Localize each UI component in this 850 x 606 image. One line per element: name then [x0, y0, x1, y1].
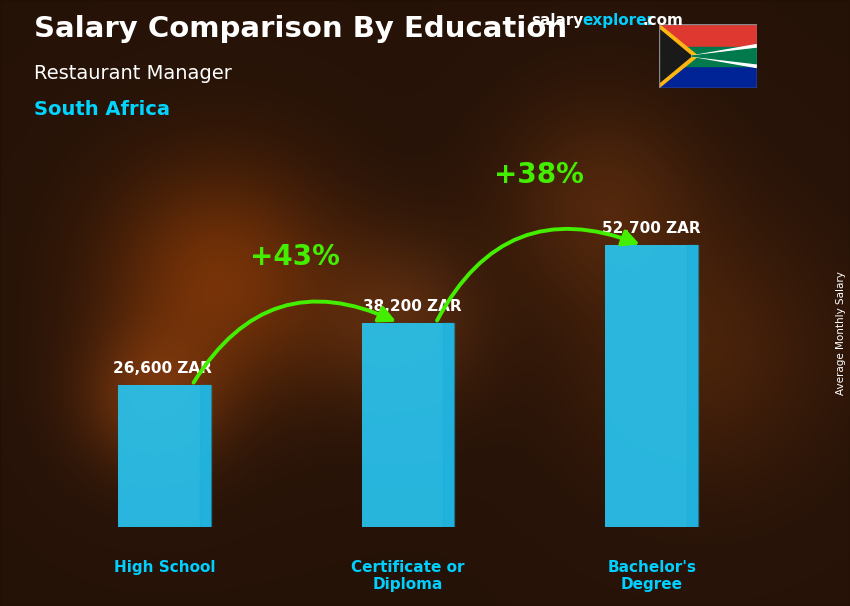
Text: +43%: +43%	[251, 243, 340, 271]
Bar	[362, 323, 454, 527]
Text: .com: .com	[643, 13, 683, 28]
Text: salary: salary	[531, 13, 584, 28]
Text: 52,700 ZAR: 52,700 ZAR	[603, 221, 701, 236]
FancyBboxPatch shape	[687, 245, 698, 527]
Text: South Africa: South Africa	[34, 100, 170, 119]
Bar	[605, 245, 698, 527]
Text: Salary Comparison By Education: Salary Comparison By Education	[34, 15, 567, 43]
Polygon shape	[659, 29, 691, 83]
Polygon shape	[659, 24, 698, 88]
Bar	[659, 56, 756, 88]
Polygon shape	[691, 56, 756, 67]
Text: +38%: +38%	[494, 161, 584, 189]
Text: 38,200 ZAR: 38,200 ZAR	[363, 299, 462, 314]
Text: Restaurant Manager: Restaurant Manager	[34, 64, 232, 82]
Text: Bachelor's
Degree: Bachelor's Degree	[607, 560, 696, 592]
Bar	[659, 47, 756, 65]
Text: explorer: explorer	[582, 13, 654, 28]
Text: 26,600 ZAR: 26,600 ZAR	[113, 361, 212, 376]
Bar	[659, 24, 756, 56]
FancyBboxPatch shape	[443, 323, 454, 527]
FancyBboxPatch shape	[200, 385, 211, 527]
Text: High School: High School	[114, 560, 215, 575]
Text: Average Monthly Salary: Average Monthly Salary	[836, 271, 846, 395]
Text: Certificate or
Diploma: Certificate or Diploma	[351, 560, 465, 592]
Polygon shape	[691, 48, 756, 64]
Bar	[118, 385, 211, 527]
Polygon shape	[691, 45, 756, 56]
